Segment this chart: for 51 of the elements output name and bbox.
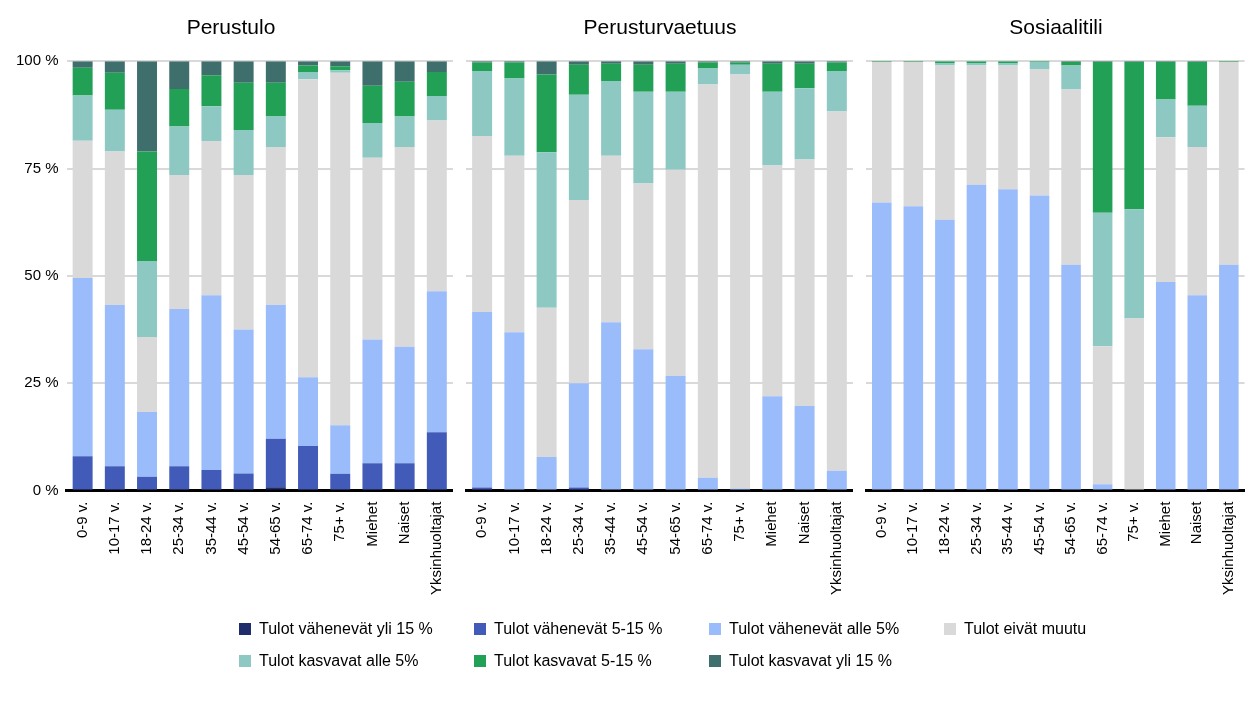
x-tick-label: 54-65 v.: [665, 501, 683, 555]
x-tick-label: 45-54 v.: [233, 501, 251, 555]
x-tick-label: 10-17 v.: [504, 501, 522, 555]
x-tick-label: 25-34 v.: [966, 501, 984, 555]
y-tick-label: 75 %: [24, 158, 59, 176]
x-tick-label: 25-34 v.: [569, 501, 586, 555]
x-tick-label: Yksinhuoltajat: [426, 500, 444, 596]
x-tick-label: 18-24 v.: [536, 501, 554, 555]
y-tick-label: 100 %: [15, 51, 59, 69]
y-tick-label: 0 %: [32, 480, 59, 498]
legend-label: Tulot eivät muutu: [964, 620, 1087, 638]
x-tick-label: 18-24 v.: [137, 501, 155, 555]
legend-label: Tulot vähenevät 5-15 %: [494, 620, 663, 638]
x-tick-label: Yksinhuoltajat: [1218, 500, 1236, 596]
x-tick-label: 75+ v.: [330, 501, 348, 542]
x-tick-label: 54-65 v.: [1061, 501, 1079, 555]
chart-title: Perustulo: [186, 15, 276, 39]
x-tick-label: 10-17 v.: [104, 501, 122, 555]
legend-label: Tulot kasvavat alle 5%: [259, 652, 419, 670]
x-tick-label: 45-54 v.: [1029, 501, 1047, 555]
x-tick-label: 25-34 v.: [169, 501, 187, 555]
chart-title: Perusturvaetuus: [583, 15, 737, 39]
x-tick-label: 10-17 v.: [903, 501, 921, 555]
x-tick-label: Miehet: [1155, 500, 1173, 547]
x-tick-label: 65-74 v.: [1092, 501, 1110, 555]
y-tick-label: 25 %: [24, 373, 59, 391]
x-tick-label: Miehet: [362, 500, 380, 547]
legend-label: Tulot vähenevät yli 15 %: [259, 620, 433, 638]
x-tick-label: 54-65 v.: [265, 501, 283, 555]
x-tick-label: 35-44 v.: [601, 501, 619, 555]
x-tick-label: 65-74 v.: [298, 501, 316, 555]
x-tick-label: 0-9 v.: [472, 501, 490, 539]
legend-label: Tulot vähenevät alle 5%: [729, 620, 900, 638]
legend-label: Tulot kasvavat yli 15 %: [729, 652, 893, 670]
legend-label: Tulot kasvavat 5-15 %: [494, 652, 652, 670]
y-tick-label: 50 %: [24, 266, 59, 284]
x-tick-label: 45-54 v.: [633, 501, 651, 555]
x-tick-label: 65-74 v.: [697, 501, 715, 555]
x-tick-label: Naiset: [1187, 500, 1205, 545]
x-tick-label: 0-9 v.: [871, 501, 889, 539]
x-tick-label: 75+ v.: [1124, 501, 1142, 542]
x-tick-label: Naiset: [794, 500, 812, 545]
x-tick-label: 35-44 v.: [201, 501, 219, 555]
x-tick-label: Yksinhuoltajat: [826, 500, 844, 596]
x-tick-label: 75+ v.: [730, 501, 748, 542]
x-tick-label: Naiset: [394, 500, 412, 545]
x-tick-label: 18-24 v.: [935, 501, 953, 555]
x-tick-label: 35-44 v.: [998, 501, 1016, 555]
x-tick-label: Miehet: [762, 500, 780, 547]
chart-title: Sosiaalitili: [1009, 15, 1103, 39]
x-tick-label: 0-9 v.: [72, 501, 90, 539]
